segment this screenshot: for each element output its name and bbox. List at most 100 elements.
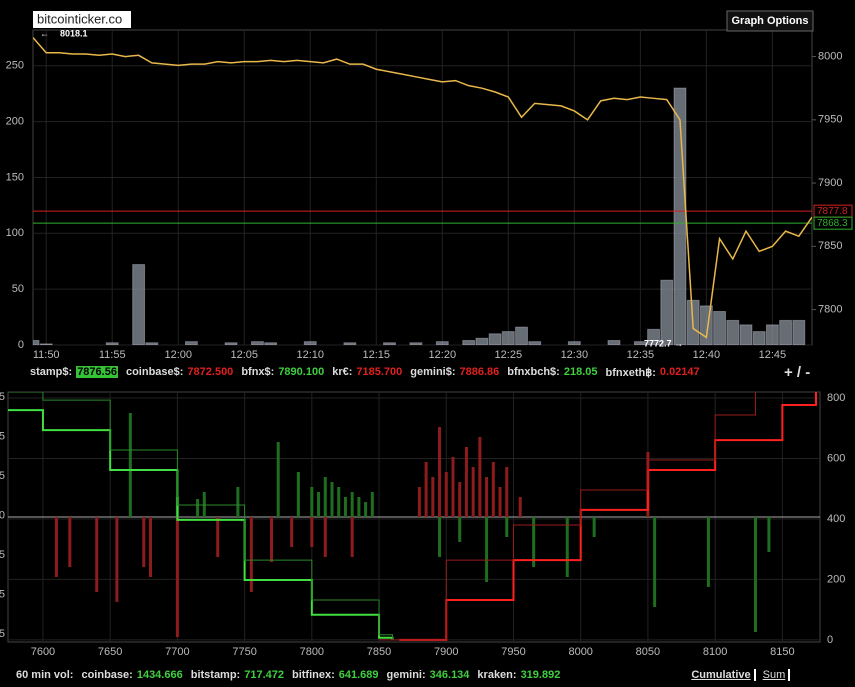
depth-bar — [54, 517, 58, 577]
depth-bar — [68, 517, 72, 567]
mode-button[interactable]: Cumulative — [688, 669, 756, 681]
depth-bar — [653, 517, 657, 607]
depth-bar — [485, 477, 489, 517]
zoom[interactable]: + / - — [784, 364, 811, 381]
x-tick-label: 12:30 — [561, 349, 589, 361]
depth-bar — [464, 447, 468, 517]
volume-bar — [264, 342, 278, 345]
depth-bar — [458, 482, 462, 517]
ticker-label: coinbase$: — [125, 366, 184, 378]
options-button[interactable] — [726, 10, 814, 32]
cumulative-line — [8, 409, 394, 640]
price-frame — [32, 29, 813, 346]
y-tick-label: 5 — [0, 628, 5, 640]
depth-bar — [95, 517, 99, 592]
volume-bar — [132, 264, 146, 345]
y-tick-label: 5 — [0, 549, 5, 561]
depth-bar — [310, 517, 314, 547]
logo-box[interactable] — [33, 11, 131, 28]
logo[interactable]: bitcointicker.co — [37, 11, 122, 26]
volume-value: 1434.666 — [136, 669, 183, 681]
volume-bar — [660, 279, 674, 345]
x-tick-label: 8150 — [770, 646, 794, 658]
depth-bar — [128, 413, 132, 517]
y2-tick-label: 800 — [827, 392, 845, 404]
volume-bar — [752, 331, 766, 345]
depth-bar — [330, 482, 334, 517]
low-arrow: → — [674, 338, 683, 348]
y-tick-label: 5 — [0, 430, 5, 442]
y2-tick-label: 600 — [827, 452, 845, 464]
price-line — [33, 37, 812, 339]
depth-bar — [149, 517, 153, 577]
level-label: 7877.8 — [817, 206, 848, 217]
x-tick-label: 12:15 — [363, 349, 391, 361]
price-tick-label: 7950 — [818, 114, 842, 126]
x-tick-label: 12:10 — [297, 349, 325, 361]
low-annotation: 7772.7 — [644, 338, 672, 348]
footer-title: 60 min vol: — [16, 669, 74, 681]
ticker-label: stamp$: — [30, 366, 73, 378]
y-tick-label: 0 — [0, 509, 5, 521]
volume-bar — [303, 341, 317, 345]
volume-bar — [33, 340, 40, 345]
depth-bar — [565, 517, 569, 577]
depth-bar — [417, 487, 421, 517]
y-tick-label: 5 — [0, 470, 5, 482]
ticker-value: 7876.56 — [76, 366, 118, 378]
depth-bar — [753, 517, 757, 632]
x-tick-label: 7900 — [434, 646, 458, 658]
x-tick-label: 12:00 — [164, 349, 192, 361]
volume-bar — [699, 305, 713, 345]
x-tick-label: 7600 — [31, 646, 55, 658]
volume-bar — [105, 342, 119, 345]
volume-bar — [765, 324, 779, 345]
x-tick-label: 7950 — [501, 646, 525, 658]
depth-bar — [350, 517, 354, 557]
volume-bar — [647, 328, 661, 345]
options-label[interactable]: Graph Options — [732, 15, 809, 27]
depth-bar — [518, 497, 522, 517]
x-tick-label: 12:40 — [693, 349, 721, 361]
depth-bar — [343, 497, 347, 517]
depth-bar — [364, 502, 368, 517]
depth-bar — [532, 517, 536, 567]
depth-bar — [310, 487, 314, 517]
depth-bar — [478, 437, 482, 517]
volume-tick-label: 50 — [12, 283, 24, 295]
x-tick-label: 12:20 — [429, 349, 457, 361]
volume-bar — [383, 342, 396, 345]
depth-bar — [444, 472, 448, 517]
depth-bar — [505, 517, 509, 537]
volume-bar — [435, 341, 449, 345]
ticker-label: bfnxeth฿: — [605, 366, 656, 379]
ticker-value: 218.05 — [563, 366, 598, 378]
depth-bar — [471, 467, 475, 517]
volume-value: 346.134 — [429, 669, 470, 681]
depth-bar — [438, 427, 442, 517]
depth-bar — [485, 517, 489, 582]
y2-tick-label: 400 — [827, 513, 845, 525]
y-tick-label: 5 — [0, 391, 5, 403]
price-tick-label: 7900 — [818, 177, 842, 189]
depth-bar — [276, 442, 280, 517]
depth-bar — [115, 517, 119, 602]
price-tick-label: 8000 — [818, 50, 842, 62]
depth-bar — [424, 462, 428, 517]
x-tick-label: 11:55 — [99, 349, 126, 361]
volume-bar — [409, 342, 423, 345]
volume-tick-label: 150 — [6, 171, 24, 183]
volume-bar — [528, 341, 542, 345]
cumulative-line — [399, 392, 817, 641]
ticker-label: bfnxbch$: — [507, 366, 560, 378]
x-tick-label: 8050 — [636, 646, 660, 658]
depth-bar — [498, 487, 502, 517]
depth-bar — [357, 497, 361, 517]
ticker: stamp$: 7876.56 coinbase$: 7872.500 bfnx$: 78… — [30, 364, 708, 380]
mode-button[interactable]: Sum — [760, 669, 791, 681]
depth-bar — [451, 457, 455, 517]
depth-bar — [592, 517, 596, 537]
depth-bar — [505, 467, 509, 517]
x-tick-label: 7650 — [98, 646, 122, 658]
